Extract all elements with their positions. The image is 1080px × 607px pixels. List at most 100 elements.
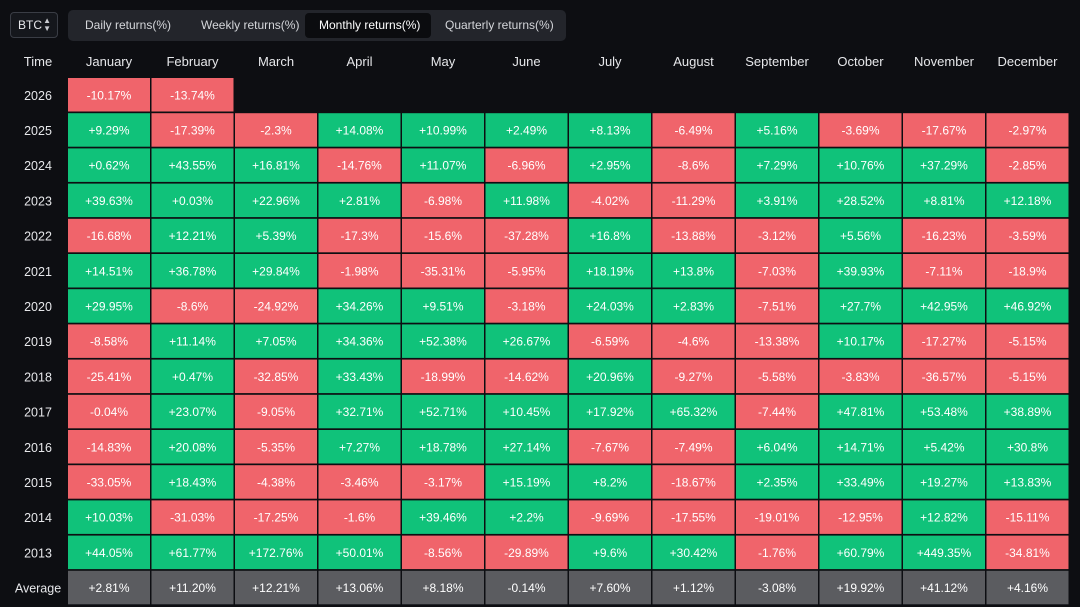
tab-weekly-returns[interactable]: Weekly returns(%) bbox=[201, 18, 300, 32]
heatmap-cell-value: -11.29% bbox=[672, 194, 716, 208]
heatmap-cell bbox=[151, 500, 234, 534]
heatmap-cell-value: +10.76% bbox=[837, 159, 885, 173]
heatmap-cell-value: -14.62% bbox=[504, 370, 549, 384]
heatmap-cell-value: -17.39% bbox=[170, 123, 215, 137]
heatmap-cell bbox=[151, 254, 234, 288]
heatmap-cell-value: -13.38% bbox=[755, 335, 800, 349]
heatmap-cell-value: +27.7% bbox=[840, 299, 881, 313]
heatmap-cell-value: +26.67% bbox=[503, 335, 551, 349]
asset-select[interactable]: BTC ▲ ▼ bbox=[10, 12, 58, 38]
heatmap-cell bbox=[903, 465, 985, 499]
heatmap-cell bbox=[235, 289, 317, 323]
heatmap-cell-value: +20.08% bbox=[169, 440, 217, 454]
heatmap-cell bbox=[986, 570, 1069, 605]
heatmap-cell bbox=[569, 570, 651, 605]
year-label-2022: 2022 bbox=[24, 230, 52, 244]
heatmap-cell-value: +5.39% bbox=[255, 229, 296, 243]
heatmap-cell bbox=[235, 218, 317, 253]
heatmap-cell-value: -0.14% bbox=[507, 581, 545, 595]
heatmap-cell-value: -4.6% bbox=[678, 335, 710, 349]
heatmap-cell bbox=[819, 500, 902, 534]
heatmap-cell-value: -16.68% bbox=[87, 229, 132, 243]
heatmap-cell bbox=[903, 324, 985, 358]
heatmap-cell bbox=[652, 113, 735, 147]
heatmap-cell-value: +28.52% bbox=[837, 194, 885, 208]
heatmap-cell-value: +9.29% bbox=[88, 123, 129, 137]
tab-quarterly-returns[interactable]: Quarterly returns(%) bbox=[445, 18, 554, 32]
heatmap-cell bbox=[819, 570, 902, 605]
heatmap-cell-value: +15.19% bbox=[503, 475, 551, 489]
chevron-up-down-icon: ▲ ▼ bbox=[43, 16, 51, 33]
heatmap-cell-value: +18.78% bbox=[419, 440, 467, 454]
heatmap-cell bbox=[986, 254, 1069, 288]
tab-daily-returns[interactable]: Daily returns(%) bbox=[85, 18, 172, 32]
heatmap-cell bbox=[652, 500, 735, 534]
heatmap-cell bbox=[736, 500, 818, 534]
year-label-2018: 2018 bbox=[24, 370, 52, 384]
heatmap-cell-value: -18.99% bbox=[421, 370, 466, 384]
heatmap-cell bbox=[736, 289, 818, 323]
heatmap-cell-value: +18.19% bbox=[586, 264, 634, 278]
heatmap-cell bbox=[402, 394, 484, 429]
heatmap-cell-value: +23.07% bbox=[169, 405, 217, 419]
heatmap-cell-value: +13.06% bbox=[336, 581, 384, 595]
heatmap-cell bbox=[569, 500, 651, 534]
heatmap-cell bbox=[68, 535, 150, 570]
column-header-february: February bbox=[166, 54, 219, 69]
heatmap-cell-value: +2.83% bbox=[673, 299, 714, 313]
heatmap-cell bbox=[736, 324, 818, 358]
heatmap-cell-value: +172.76% bbox=[249, 546, 304, 560]
heatmap-cell-value: -17.3% bbox=[340, 229, 378, 243]
heatmap-cell-value: +46.92% bbox=[1004, 299, 1052, 313]
heatmap-cell bbox=[235, 465, 317, 499]
heatmap-cell bbox=[819, 394, 902, 429]
heatmap-cell-value: +10.45% bbox=[503, 405, 551, 419]
heatmap-cell-value: -14.76% bbox=[337, 159, 382, 173]
heatmap-cell bbox=[819, 183, 902, 218]
heatmap-cell bbox=[151, 183, 234, 218]
heatmap-cell-value: +33.43% bbox=[336, 370, 384, 384]
heatmap-cell bbox=[903, 500, 985, 534]
heatmap-cell-value: +29.84% bbox=[252, 264, 300, 278]
heatmap-cell bbox=[402, 183, 484, 218]
heatmap-cell-value: +44.05% bbox=[85, 546, 133, 560]
heatmap-cell bbox=[402, 113, 484, 147]
heatmap-cell bbox=[318, 500, 401, 534]
heatmap-cell-value: -6.98% bbox=[424, 194, 462, 208]
heatmap-cell bbox=[903, 218, 985, 253]
heatmap-cell-value: -7.11% bbox=[925, 264, 962, 278]
heatmap-cell-value: -36.57% bbox=[922, 370, 967, 384]
heatmap-cell-value: +39.93% bbox=[837, 264, 885, 278]
heatmap-cell bbox=[986, 148, 1069, 182]
heatmap-cell-value: +2.81% bbox=[88, 581, 129, 595]
heatmap-cell bbox=[235, 324, 317, 358]
heatmap-cell-value: +4.16% bbox=[1007, 581, 1048, 595]
heatmap-cell-value: -31.03% bbox=[170, 511, 215, 525]
heatmap-cell-value: +0.47% bbox=[172, 370, 213, 384]
heatmap-cell-value: +12.82% bbox=[920, 511, 968, 525]
heatmap-cell-value: +2.35% bbox=[756, 475, 797, 489]
heatmap-cell bbox=[318, 218, 401, 253]
heatmap-cell bbox=[68, 254, 150, 288]
heatmap-cell bbox=[68, 289, 150, 323]
heatmap-cell-value: +42.95% bbox=[920, 299, 968, 313]
heatmap-cell-value: +39.63% bbox=[85, 194, 133, 208]
year-label-2017: 2017 bbox=[24, 406, 52, 420]
heatmap-cell bbox=[569, 254, 651, 288]
heatmap-cell-value: +7.27% bbox=[339, 440, 380, 454]
tab-monthly-returns[interactable]: Monthly returns(%) bbox=[305, 13, 431, 38]
year-label-2026: 2026 bbox=[24, 89, 52, 103]
year-label-2019: 2019 bbox=[24, 335, 52, 349]
heatmap-cell bbox=[151, 324, 234, 358]
heatmap-cell bbox=[235, 570, 317, 605]
heatmap-cell bbox=[68, 113, 150, 147]
heatmap-cell bbox=[569, 359, 651, 394]
heatmap-cell bbox=[986, 113, 1069, 147]
heatmap-cell-value: +13.83% bbox=[1004, 475, 1052, 489]
heatmap-cell bbox=[485, 394, 568, 429]
heatmap-cell-value: -8.58% bbox=[90, 335, 128, 349]
heatmap-cell-value: +11.07% bbox=[420, 159, 467, 173]
column-header-april: April bbox=[346, 54, 372, 69]
heatmap-cell bbox=[736, 430, 818, 464]
heatmap-cell-value: -3.59% bbox=[1008, 229, 1046, 243]
